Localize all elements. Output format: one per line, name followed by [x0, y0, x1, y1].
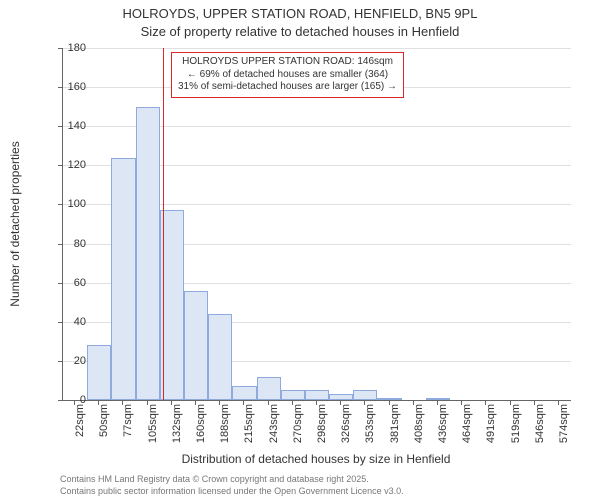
histogram-bar: [184, 291, 208, 401]
y-axis-label: Number of detached properties: [8, 141, 22, 306]
histogram-bar: [257, 377, 281, 400]
x-tick-mark: [195, 401, 196, 405]
x-tick-mark: [316, 401, 317, 405]
y-tick-label: 40: [46, 316, 86, 328]
y-tick-label: 60: [46, 277, 86, 289]
y-tick-mark: [58, 126, 62, 127]
y-tick-mark: [58, 87, 62, 88]
histogram-bar: [281, 390, 305, 400]
marker-line: [163, 48, 164, 400]
annotation-line-1: HOLROYDS UPPER STATION ROAD: 146sqm: [178, 56, 397, 69]
y-tick-mark: [58, 400, 62, 401]
attribution-line-1: Contains HM Land Registry data © Crown c…: [60, 474, 369, 486]
annotation-line-3: 31% of semi-detached houses are larger (…: [178, 81, 397, 94]
y-tick-mark: [58, 165, 62, 166]
y-tick-mark: [58, 322, 62, 323]
histogram-bar: [329, 394, 353, 400]
histogram-bar: [426, 398, 450, 400]
histogram-bar: [377, 398, 401, 400]
x-tick-label: 243sqm: [268, 404, 280, 454]
histogram-bar: [87, 345, 111, 400]
x-tick-label: 270sqm: [292, 404, 304, 454]
x-tick-label: 188sqm: [219, 404, 231, 454]
x-tick-mark: [485, 401, 486, 405]
x-tick-mark: [243, 401, 244, 405]
title-line-2: Size of property relative to detached ho…: [0, 24, 600, 39]
x-tick-mark: [122, 401, 123, 405]
grid-line: [63, 48, 571, 49]
y-tick-mark: [58, 244, 62, 245]
x-tick-label: 436sqm: [437, 404, 449, 454]
x-tick-mark: [389, 401, 390, 405]
histogram-bar: [353, 390, 377, 400]
y-tick-label: 140: [46, 120, 86, 132]
y-tick-label: 120: [46, 159, 86, 171]
x-tick-label: 132sqm: [171, 404, 183, 454]
x-tick-label: 326sqm: [340, 404, 352, 454]
x-tick-mark: [292, 401, 293, 405]
y-tick-label: 160: [46, 81, 86, 93]
x-tick-mark: [147, 401, 148, 405]
x-tick-mark: [437, 401, 438, 405]
y-tick-mark: [58, 361, 62, 362]
annotation-line-2: ← 69% of detached houses are smaller (36…: [178, 69, 397, 82]
histogram-bar: [208, 314, 232, 400]
y-tick-label: 180: [46, 42, 86, 54]
x-tick-label: 574sqm: [558, 404, 570, 454]
x-tick-mark: [364, 401, 365, 405]
x-tick-label: 105sqm: [147, 404, 159, 454]
x-tick-mark: [98, 401, 99, 405]
x-tick-label: 464sqm: [461, 404, 473, 454]
x-tick-mark: [461, 401, 462, 405]
x-tick-label: 546sqm: [534, 404, 546, 454]
x-tick-label: 381sqm: [389, 404, 401, 454]
y-tick-label: 100: [46, 198, 86, 210]
x-tick-mark: [268, 401, 269, 405]
x-tick-label: 491sqm: [485, 404, 497, 454]
y-tick-mark: [58, 283, 62, 284]
histogram-bar: [111, 158, 135, 400]
x-tick-mark: [534, 401, 535, 405]
y-tick-label: 80: [46, 238, 86, 250]
x-tick-label: 215sqm: [243, 404, 255, 454]
x-tick-label: 50sqm: [98, 404, 110, 454]
x-axis-label: Distribution of detached houses by size …: [62, 452, 570, 466]
annotation-box: HOLROYDS UPPER STATION ROAD: 146sqm ← 69…: [171, 52, 404, 98]
y-tick-label: 20: [46, 355, 86, 367]
x-tick-label: 408sqm: [413, 404, 425, 454]
y-tick-mark: [58, 48, 62, 49]
histogram-bar: [136, 107, 160, 400]
x-tick-mark: [219, 401, 220, 405]
x-tick-mark: [74, 401, 75, 405]
x-tick-mark: [558, 401, 559, 405]
attribution-line-2: Contains public sector information licen…: [60, 486, 404, 498]
x-tick-mark: [171, 401, 172, 405]
x-tick-mark: [510, 401, 511, 405]
x-tick-label: 22sqm: [74, 404, 86, 454]
x-tick-mark: [413, 401, 414, 405]
plot-area: HOLROYDS UPPER STATION ROAD: 146sqm ← 69…: [62, 48, 571, 401]
y-tick-mark: [58, 204, 62, 205]
title-line-1: HOLROYDS, UPPER STATION ROAD, HENFIELD, …: [0, 6, 600, 21]
x-tick-label: 77sqm: [122, 404, 134, 454]
histogram-bar: [232, 386, 256, 400]
x-tick-label: 160sqm: [195, 404, 207, 454]
x-tick-mark: [340, 401, 341, 405]
x-tick-label: 298sqm: [316, 404, 328, 454]
x-tick-label: 353sqm: [364, 404, 376, 454]
x-tick-label: 519sqm: [510, 404, 522, 454]
histogram-bar: [305, 390, 329, 400]
